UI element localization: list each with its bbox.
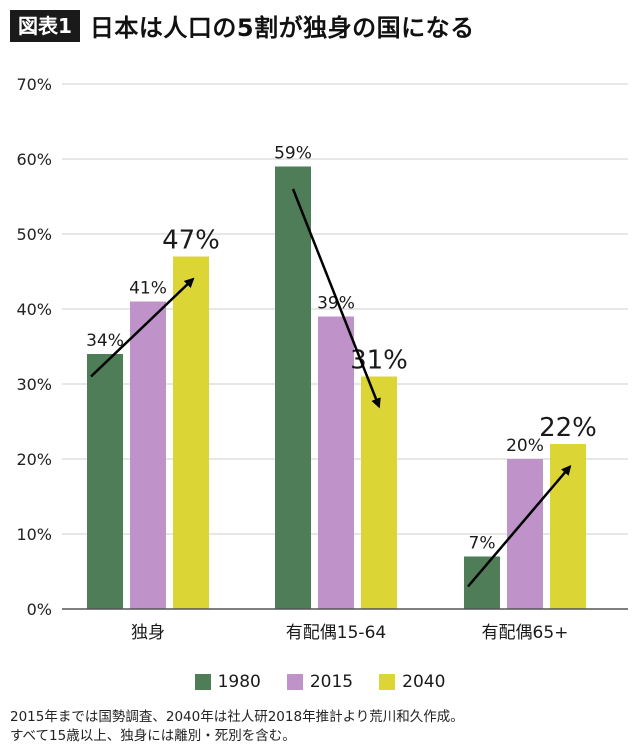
- chart-title: 日本は人口の5割が独身の国になる: [89, 14, 475, 42]
- note-line-1: 2015年までは国勢調査、2040年は社人研2018年推計より荒川和久作成。: [10, 709, 464, 725]
- data-label-1980-2: 7%: [469, 534, 496, 554]
- y-tick-label: 60%: [16, 150, 52, 169]
- y-tick-label: 20%: [16, 450, 52, 469]
- header: 図表1 日本は人口の5割が独身の国になる: [10, 8, 475, 43]
- data-label-2040-2: 22%: [539, 413, 597, 443]
- trend-arrow-2: [467, 464, 572, 588]
- legend-item-2015: 2015: [286, 672, 354, 692]
- legend-item-2040: 2040: [379, 672, 445, 692]
- legend-label-2040: 2040: [402, 672, 446, 692]
- data-label-2015-0: 41%: [129, 279, 167, 299]
- source-notes: 2015年までは国勢調査、2040年は社人研2018年推計より荒川和久作成。 す…: [10, 708, 464, 746]
- data-label-1980-0: 34%: [86, 331, 124, 351]
- bar-2040-0: [173, 256, 209, 609]
- y-tick-label: 0%: [27, 600, 52, 619]
- figure-tag: 図表1: [10, 9, 80, 42]
- bar-2015-0: [130, 301, 166, 609]
- category-label-2: 有配偶65+: [482, 623, 569, 643]
- legend-label-1980: 1980: [217, 672, 261, 692]
- legend-label-2015: 2015: [309, 672, 354, 692]
- data-label-2015-2: 20%: [506, 436, 544, 456]
- bar-2040-1: [361, 376, 397, 609]
- bar-1980-2: [464, 556, 500, 609]
- bar-1980-1: [275, 166, 311, 609]
- y-tick-label: 70%: [16, 75, 52, 94]
- data-label-1980-1: 59%: [274, 144, 312, 164]
- bar-1980-0: [87, 354, 123, 609]
- bar-chart: 34%41%47%59%39%31%7%20%22% 0%10%20%30%40…: [16, 75, 628, 643]
- data-label-2015-1: 39%: [317, 294, 355, 314]
- legend-swatch-2040: [379, 674, 396, 690]
- legend-swatch-2015: [286, 674, 303, 690]
- bar-2015-1: [318, 316, 354, 609]
- data-label-2040-0: 47%: [162, 226, 220, 256]
- trend-arrow-0: [90, 277, 195, 378]
- category-label-0: 独身: [131, 623, 165, 643]
- note-line-2: すべて15歳以上、独身には離別・死別を含む。: [10, 728, 296, 744]
- data-label-2040-1: 31%: [350, 346, 408, 376]
- category-label-1: 有配偶15-64: [286, 623, 386, 643]
- legend-swatch-1980: [194, 674, 211, 690]
- y-tick-label: 40%: [16, 300, 52, 319]
- legend: 1980 2015 2040: [0, 672, 640, 692]
- y-tick-label: 10%: [16, 525, 52, 544]
- y-tick-label: 30%: [16, 375, 52, 394]
- y-tick-label: 50%: [16, 225, 52, 244]
- legend-item-1980: 1980: [194, 672, 261, 692]
- trend-arrow-1: [291, 188, 381, 409]
